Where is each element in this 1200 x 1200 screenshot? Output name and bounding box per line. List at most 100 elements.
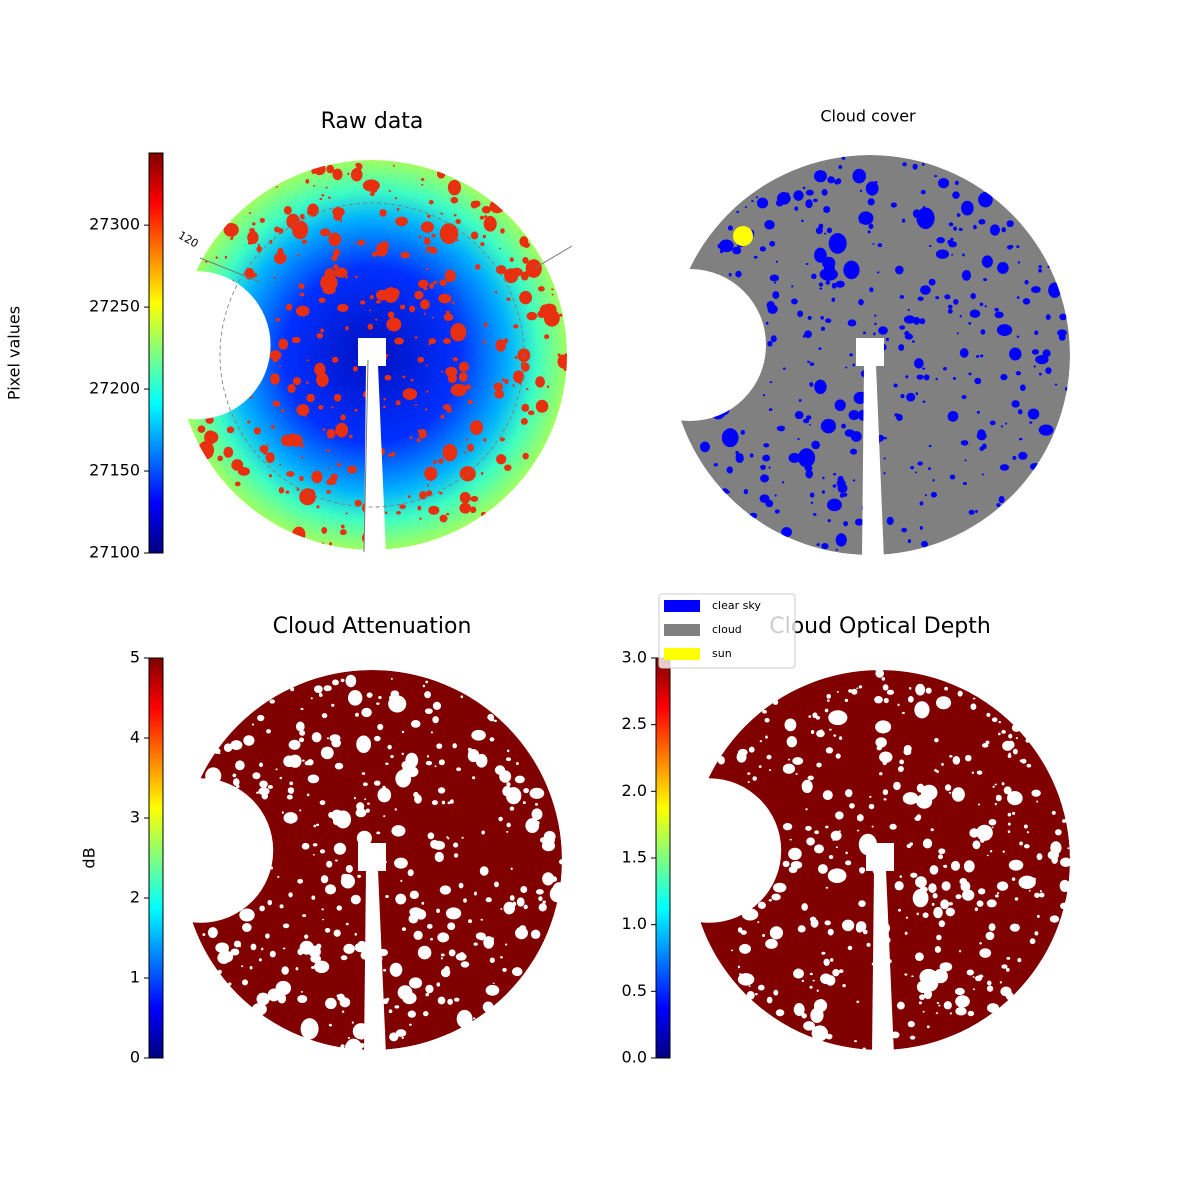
sky-blob — [915, 952, 924, 962]
sky-blob — [535, 376, 546, 388]
sky-blob — [989, 850, 993, 853]
sky-blob — [302, 759, 305, 762]
sky-blob — [805, 825, 812, 831]
sky-blob — [425, 760, 433, 766]
sky-blob — [907, 539, 912, 544]
sky-blob — [499, 247, 502, 250]
sky-blob — [905, 375, 909, 379]
sky-blob — [526, 311, 538, 321]
sky-blob — [865, 181, 879, 196]
sky-blob — [722, 373, 725, 376]
sky-blob — [880, 343, 887, 351]
sky-blob — [541, 303, 557, 316]
sky-blob — [399, 304, 406, 310]
sky-blob — [855, 518, 864, 526]
sky-blob — [716, 352, 725, 360]
sky-blob — [447, 373, 457, 384]
sky-blob — [333, 842, 347, 855]
sky-blob — [858, 211, 874, 225]
sky-blob — [408, 495, 411, 499]
sky-blob — [803, 1021, 815, 1031]
sky-blob — [1017, 261, 1021, 264]
sky-blob — [425, 250, 428, 254]
sky-blob — [899, 875, 902, 878]
sky-blob — [191, 879, 197, 886]
sky-blob — [773, 281, 777, 284]
sky-blob — [327, 449, 331, 452]
sky-blob — [445, 907, 462, 920]
sky-blob — [1035, 354, 1049, 365]
sky-blob — [268, 474, 272, 478]
sky-blob — [232, 773, 237, 778]
sky-blob — [1011, 877, 1016, 881]
sky-blob — [297, 758, 301, 761]
tick-label: 1.5 — [622, 848, 647, 867]
sky-blob — [902, 792, 919, 805]
sky-blob — [288, 739, 301, 750]
sky-blob — [825, 747, 834, 754]
sky-blob — [192, 310, 195, 313]
sky-blob — [910, 872, 918, 878]
sky-blob — [944, 784, 952, 791]
sky-blob — [825, 825, 829, 829]
sky-blob — [374, 899, 380, 904]
sky-blob — [841, 423, 846, 429]
sky-blob — [321, 542, 324, 545]
sky-blob — [270, 866, 273, 870]
sky-blob — [919, 994, 926, 1000]
sky-blob — [239, 908, 255, 922]
sky-blob — [920, 886, 928, 893]
sky-blob — [866, 942, 871, 947]
sky-blob — [808, 423, 811, 426]
sky-blob — [719, 250, 724, 254]
sky-blob — [811, 1025, 829, 1042]
sky-blob — [932, 478, 935, 482]
sky-blob — [751, 200, 754, 203]
sky-blob — [387, 744, 392, 750]
sky-blob — [922, 367, 926, 370]
sky-blob — [321, 194, 325, 197]
sky-blob — [503, 338, 509, 344]
sky-blob — [872, 243, 875, 245]
sky-blob — [394, 1005, 400, 1009]
sky-blob — [311, 168, 316, 174]
sky-blob — [858, 298, 864, 306]
sky-blob — [371, 352, 387, 363]
sky-blob — [510, 867, 513, 871]
sky-blob — [753, 895, 756, 899]
sky-blob — [506, 297, 511, 302]
sky-blob — [954, 987, 965, 996]
sky-blob — [270, 373, 280, 385]
sky-blob — [318, 404, 324, 410]
sky-blob — [862, 1047, 866, 1051]
sky-blob — [390, 677, 393, 680]
sky-blob — [986, 899, 997, 908]
sky-blob — [523, 242, 530, 248]
sky-blob — [962, 482, 967, 486]
sky-blob — [769, 274, 780, 282]
sky-blob — [281, 966, 289, 975]
sky-blob — [318, 297, 326, 303]
sky-blob — [801, 903, 808, 911]
sky-blob — [522, 452, 529, 460]
sky-blob — [713, 905, 718, 909]
sky-blob — [328, 232, 342, 247]
sky-blob — [704, 822, 710, 829]
sky-blob — [383, 968, 387, 972]
sky-blob — [818, 347, 822, 350]
sky-blob — [525, 388, 529, 391]
sky-blob — [300, 444, 305, 448]
sky-blob — [319, 228, 331, 237]
sky-blob — [922, 206, 926, 208]
sky-blob — [782, 822, 793, 831]
sky-blob — [495, 265, 507, 275]
sky-blob — [949, 1012, 952, 1015]
sky-blob — [297, 878, 304, 884]
sky-blob — [440, 212, 444, 215]
sky-blob — [772, 291, 780, 299]
sky-blob — [821, 542, 829, 550]
sky-blob — [419, 517, 422, 520]
sky-blob — [817, 999, 825, 1008]
sky-blob — [319, 800, 326, 806]
sky-blob — [433, 840, 446, 850]
